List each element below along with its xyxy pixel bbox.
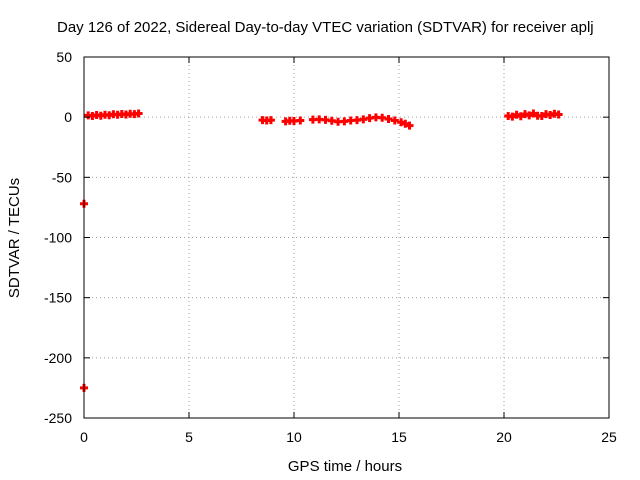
plot-frame bbox=[83, 56, 610, 419]
data-point bbox=[397, 118, 406, 127]
data-point bbox=[537, 111, 546, 120]
data-point bbox=[405, 121, 414, 130]
data-point bbox=[390, 116, 399, 125]
data-point bbox=[554, 110, 563, 119]
y-tick-label: -150 bbox=[44, 290, 72, 306]
gridlines bbox=[84, 57, 609, 418]
x-tick-label: 0 bbox=[80, 429, 88, 445]
x-tick-label: 25 bbox=[601, 429, 617, 445]
y-tick-label: -50 bbox=[52, 169, 72, 185]
y-tick-label: 50 bbox=[56, 49, 72, 65]
y-tick-label: 0 bbox=[64, 109, 72, 125]
data-point bbox=[508, 112, 517, 121]
chart-title: Day 126 of 2022, Sidereal Day-to-day VTE… bbox=[57, 19, 594, 36]
x-tick-label: 10 bbox=[286, 429, 302, 445]
data-point bbox=[525, 111, 534, 120]
x-tick-label: 15 bbox=[391, 429, 407, 445]
x-tick-label: 5 bbox=[185, 429, 193, 445]
y-tick-label: -200 bbox=[44, 350, 72, 366]
data-point bbox=[296, 116, 305, 125]
y-axis-label: SDTVAR / TECUs bbox=[6, 178, 23, 298]
data-points bbox=[80, 109, 563, 392]
axis-ticks: 0 5 10 15 20 25 50 0 -50 -100 -150 -200 -250 bbox=[44, 49, 617, 445]
data-point bbox=[529, 109, 538, 118]
data-point bbox=[134, 109, 143, 118]
data-point bbox=[384, 114, 393, 123]
data-point bbox=[401, 119, 410, 128]
x-axis-label: GPS time / hours bbox=[288, 458, 402, 475]
data-point bbox=[516, 112, 525, 121]
y-tick-label: -250 bbox=[44, 410, 72, 426]
data-point bbox=[266, 116, 275, 125]
x-tick-label: 20 bbox=[496, 429, 512, 445]
y-tick-label: -100 bbox=[44, 230, 72, 246]
